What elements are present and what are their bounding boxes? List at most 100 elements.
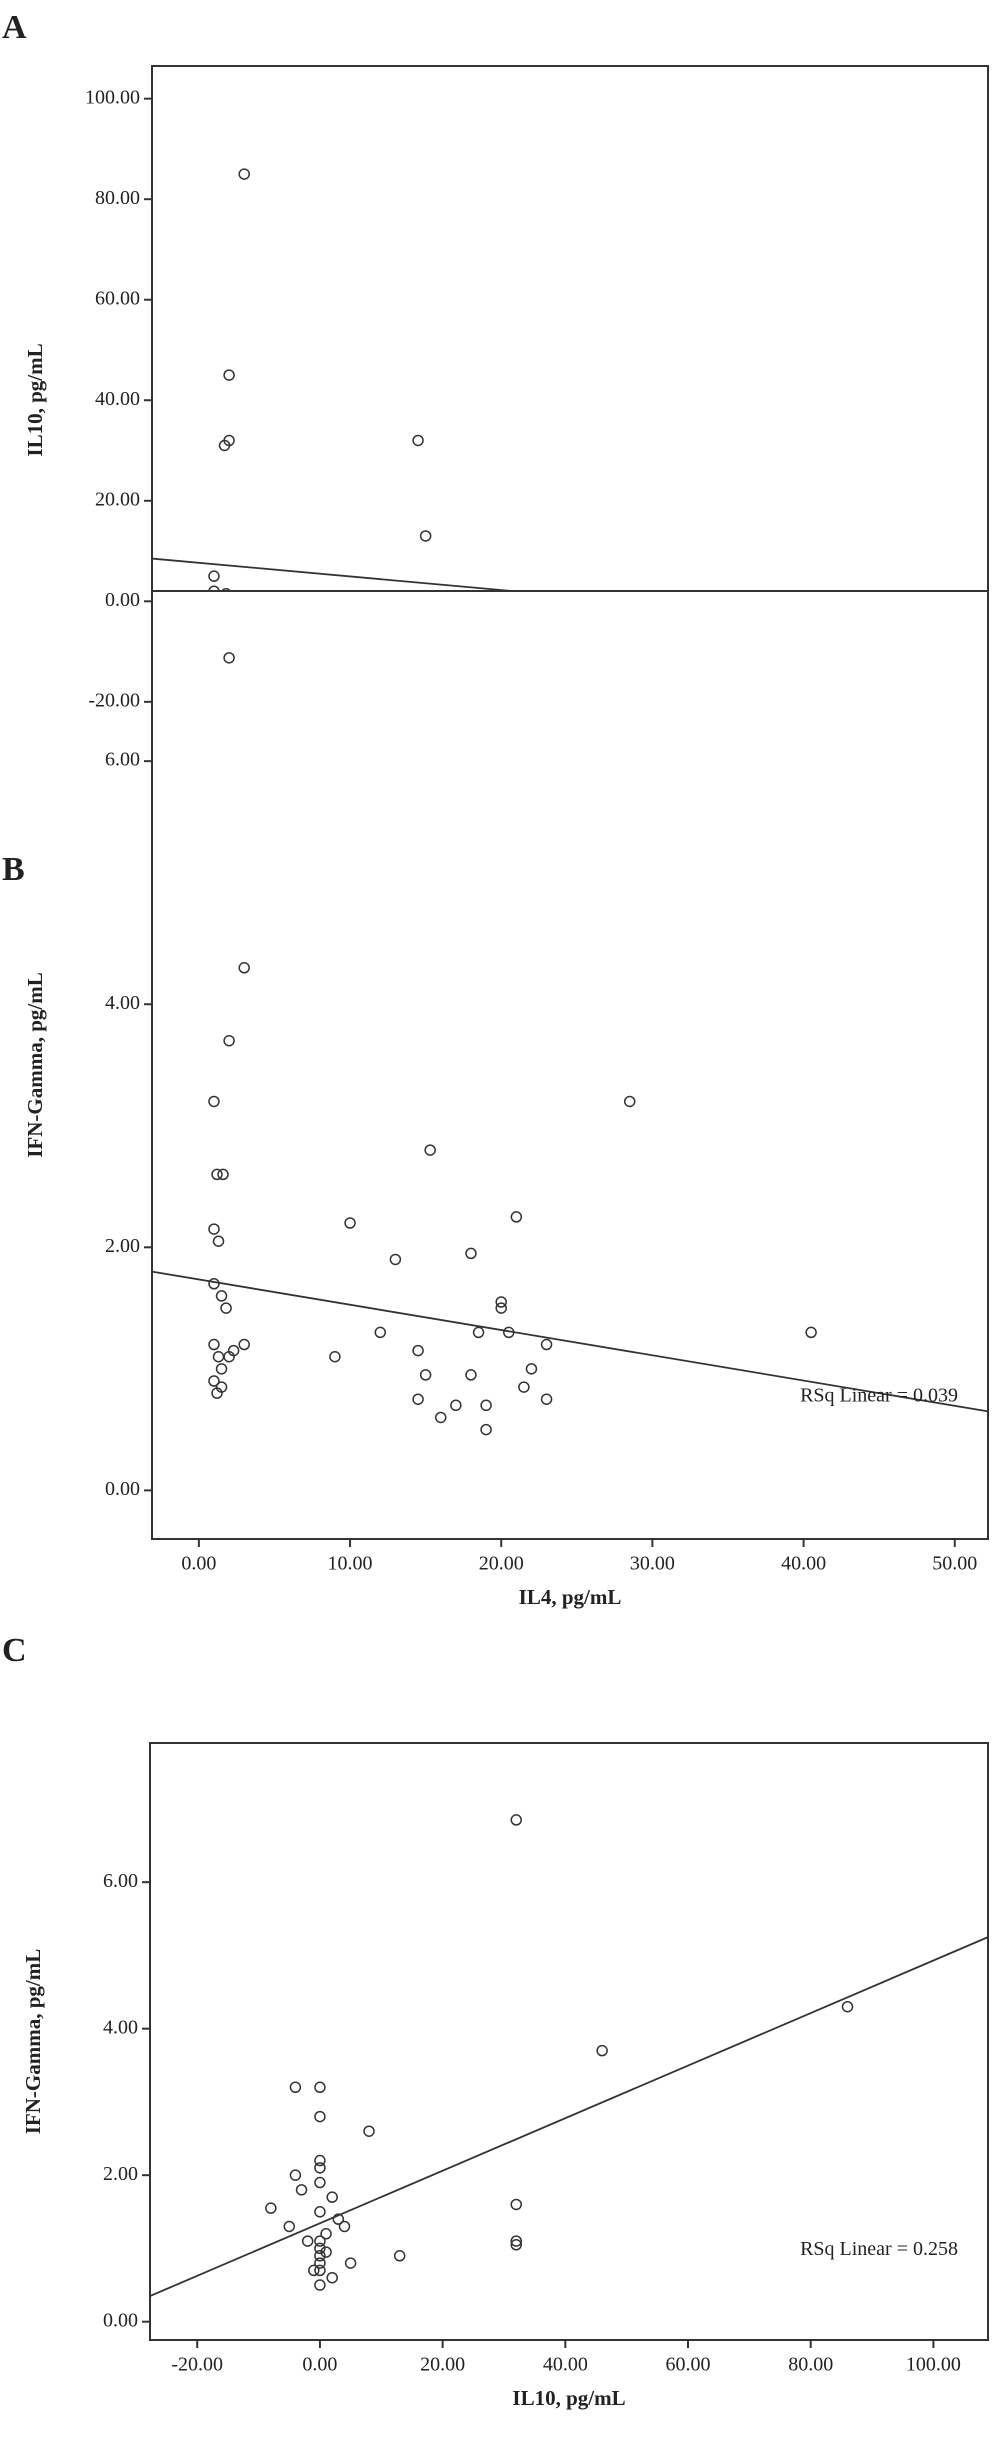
data-point [518,1381,530,1393]
data-point [314,2110,326,2123]
data-point [412,1393,424,1405]
data-point [326,2191,338,2203]
data-point [314,2235,326,2247]
data-point [540,1393,553,1405]
x-tick-label: 40.00 [781,1553,826,1575]
data-point [465,1369,477,1381]
data-point [208,1223,220,1235]
y-tick-label: 0.00 [103,2309,138,2331]
y-tick-label: 40.00 [95,388,140,410]
data-point [326,2271,338,2284]
data-point [295,2184,308,2196]
x-tick-label: 40.00 [543,2354,588,2376]
rsq-annotation: RSq Linear = 0.258 [800,2238,958,2260]
data-point [218,439,231,452]
data-point [314,2176,326,2189]
y-axis-label: IL10, pg/mL [23,343,47,456]
data-point [596,2044,608,2057]
y-axis-label: IFN-Gamma, pg/mL [23,972,47,1158]
x-tick-label: 100.00 [906,2354,961,2376]
data-point [510,2198,522,2211]
data-point [215,1290,228,1302]
data-point [450,1399,462,1412]
y-tick-label: 6.00 [103,1870,138,1892]
data-point [805,1326,817,1339]
x-tick-label: 60.00 [666,2354,711,2376]
data-point [314,2081,326,2094]
data-point [314,2264,326,2277]
data-point [363,2125,375,2137]
data-point [212,1235,225,1247]
data-point [412,434,424,447]
fit-line [151,1270,989,1413]
x-tick-label: -20.00 [171,2354,223,2376]
data-point [211,1168,223,1181]
panel-title: A [2,9,27,46]
x-tick-label: 30.00 [630,1553,675,1575]
data-point [329,1350,341,1363]
x-axis-label: IL4, pg/mL [519,1585,622,1609]
data-point [525,1363,538,1375]
y-tick-label: 0.00 [105,589,140,611]
x-axis-label: IL10, pg/mL [512,2386,625,2410]
y-tick-label: 80.00 [95,187,140,209]
plot-frame [149,1742,989,2341]
y-tick-label: 2.00 [105,1235,140,1257]
data-point [208,570,220,582]
x-tick-label: 0.00 [302,2354,337,2376]
data-point [314,2242,326,2255]
data-point [338,2220,351,2233]
data-point [238,962,250,974]
y-tick-label: 0.00 [105,1478,140,1500]
x-tick-label: 80.00 [788,2354,833,2376]
data-point [308,2264,320,2277]
data-point [314,2257,326,2269]
data-point [344,2257,357,2269]
data-point [510,1814,522,1826]
data-point [480,1423,492,1436]
y-tick-label: 100.00 [85,86,140,108]
data-point [540,1338,553,1351]
plot-frame [151,590,989,1540]
data-point [472,1326,485,1339]
data-point [434,1411,447,1424]
data-point [412,1344,424,1357]
data-point [220,1302,232,1314]
data-point [344,1217,356,1229]
x-tick-label: 20.00 [479,1553,524,1575]
data-point [223,652,235,664]
x-tick-label: 20.00 [420,2354,465,2376]
data-point [495,1296,507,1308]
data-point [320,2246,332,2258]
panel-title: B [2,851,25,888]
y-axis-label: IFN-Gamma, pg/mL [21,1949,45,2135]
data-point [495,1302,507,1314]
data-point [238,1338,250,1351]
data-point [510,2239,522,2251]
data-point [510,2235,522,2247]
data-point [223,1034,235,1047]
data-point [215,1363,228,1375]
data-point [301,2235,314,2247]
data-point [314,2154,326,2167]
x-tick-label: 0.00 [181,1553,216,1575]
data-point [424,1144,436,1156]
data-point [283,2220,296,2233]
y-tick-label: 2.00 [103,2163,138,2185]
data-point [374,1326,387,1339]
data-point [208,1375,220,1387]
data-point [208,1095,220,1108]
data-point [419,530,432,542]
y-tick-label: 60.00 [95,287,140,309]
data-point [480,1399,492,1412]
data-point [227,1344,240,1357]
data-point [314,2250,326,2262]
data-point [217,1168,229,1181]
x-tick-label: 10.00 [328,1553,373,1575]
data-point [265,2202,277,2214]
x-tick-label: 50.00 [932,1553,977,1575]
data-point [510,1211,523,1223]
data-point [314,2206,326,2218]
y-tick-label: 6.00 [105,749,140,771]
